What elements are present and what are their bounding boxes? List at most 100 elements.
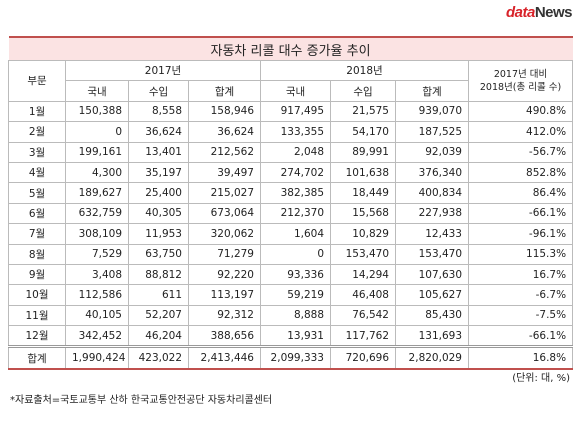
cell-value: 85,430: [395, 304, 469, 327]
row-label: 2월: [8, 121, 66, 143]
cell-value: 36,624: [128, 121, 189, 143]
cell-value: 611: [128, 284, 189, 306]
cell-value: 917,495: [260, 100, 331, 123]
data-row: 8월 7,529 63,750 71,279 0 153,470 153,470 115.3%: [8, 243, 574, 265]
cell-value: 158,946: [188, 100, 261, 123]
cell-value: 308,109: [65, 223, 129, 245]
header-row: 부문 2017년 2018년 2017년 대비 2018년(총 리콜 수): [8, 59, 574, 102]
subheader-cell: 수입: [128, 80, 189, 102]
cell-value: 88,812: [128, 263, 189, 286]
row-label: 8월: [8, 243, 66, 265]
table-body: 자동차 리콜 대수 증가율 추이 부문 2017년 2018년 2017년 대비…: [8, 36, 574, 370]
row-label: 1월: [8, 100, 66, 123]
data-row: 5월 189,627 25,400 215,027 382,385 18,449 400,8…: [8, 182, 574, 204]
cell-value: 423,022: [128, 345, 189, 370]
cell-value: 59,219: [260, 284, 331, 306]
cell-value: 1,990,424: [65, 345, 129, 370]
header-category: 부문: [8, 60, 66, 102]
cell-value: -96.1%: [467, 223, 574, 245]
cell-value: 382,385: [260, 182, 331, 204]
row-label: 합계: [8, 345, 66, 370]
cell-value: -66.1%: [467, 325, 574, 348]
table-title: 자동차 리콜 대수 증가율 추이: [8, 36, 573, 61]
cell-value: 187,525: [395, 121, 469, 143]
header-change-line: 2018년(총 리콜 수): [479, 81, 562, 93]
cell-value: 92,312: [188, 304, 261, 327]
cell-value: -66.1%: [467, 202, 574, 225]
cell-value: 2,820,029: [395, 345, 469, 370]
unit-note: (단위: 대, %): [512, 373, 570, 384]
header-year: 2018년: [260, 59, 469, 82]
subheader-cell: 국내: [260, 80, 331, 102]
cell-value: 8,558: [128, 100, 189, 123]
cell-value: 388,656: [188, 325, 261, 348]
total-row: 합계 1,990,424 423,022 2,413,446 2,099,333 720,…: [8, 345, 574, 370]
cell-value: 215,027: [188, 182, 261, 204]
row-label: 7월: [8, 223, 66, 245]
cell-value: 46,408: [330, 284, 396, 306]
cell-value: 153,470: [330, 243, 396, 265]
cell-value: 4,300: [65, 161, 129, 184]
cell-value: 11,953: [128, 223, 189, 245]
cell-value: 150,388: [65, 100, 129, 123]
cell-value: 632,759: [65, 202, 129, 225]
cell-value: 40,305: [128, 202, 189, 225]
cell-value: 673,064: [188, 202, 261, 225]
subheader-cell: 수입: [330, 80, 396, 102]
cell-value: 35,197: [128, 161, 189, 184]
cell-value: 412.0%: [467, 121, 574, 143]
row-label: 6월: [8, 202, 66, 225]
cell-value: 63,750: [128, 243, 189, 265]
cell-value: 89,991: [330, 141, 396, 163]
cell-value: -7.5%: [467, 304, 574, 327]
cell-value: 12,433: [395, 223, 469, 245]
data-row: 4월 4,300 35,197 39,497 274,702 101,638 376,340…: [8, 161, 574, 184]
data-row: 11월 40,105 52,207 92,312 8,888 76,542 85,430 -7…: [8, 304, 574, 327]
cell-value: 101,638: [330, 161, 396, 184]
row-label: 4월: [8, 161, 66, 184]
row-label: 9월: [8, 263, 66, 286]
cell-value: 13,931: [260, 325, 331, 348]
cell-value: -56.7%: [467, 141, 574, 163]
cell-value: 76,542: [330, 304, 396, 327]
cell-value: 52,207: [128, 304, 189, 327]
data-row: 12월 342,452 46,204 388,656 13,931 117,762 131,…: [8, 325, 574, 348]
cell-value: 3,408: [65, 263, 129, 286]
cell-value: 189,627: [65, 182, 129, 204]
row-label: 5월: [8, 182, 66, 204]
cell-value: 25,400: [128, 182, 189, 204]
cell-value: 2,413,446: [188, 345, 261, 370]
cell-value: 40,105: [65, 304, 129, 327]
cell-value: 46,204: [128, 325, 189, 348]
data-row: 10월 112,586 611 113,197 59,219 46,408 105,627-…: [8, 284, 574, 306]
cell-value: 153,470: [395, 243, 469, 265]
cell-value: 131,693: [395, 325, 469, 348]
data-row: 3월 199,161 13,401 212,562 2,048 89,991 92,039-…: [8, 141, 574, 163]
cell-value: 71,279: [188, 243, 261, 265]
cell-value: 376,340: [395, 161, 469, 184]
cell-value: 939,070: [395, 100, 469, 123]
row-label: 3월: [8, 141, 66, 163]
cell-value: 0: [65, 121, 129, 143]
cell-value: 92,220: [188, 263, 261, 286]
header-year: 2017년: [65, 59, 261, 82]
data-row: 7월 308,109 11,953 320,062 1,604 10,829 12,433-…: [8, 223, 574, 245]
cell-value: 10,829: [330, 223, 396, 245]
cell-value: 8,888: [260, 304, 331, 327]
cell-value: 113,197: [188, 284, 261, 306]
subheader-cell: 국내: [65, 80, 129, 102]
cell-value: 13,401: [128, 141, 189, 163]
cell-value: 274,702: [260, 161, 331, 184]
cell-value: 15,568: [330, 202, 396, 225]
cell-value: 852.8%: [467, 161, 574, 184]
subheader-cell: 합계: [395, 80, 469, 102]
cell-value: 16.7%: [467, 263, 574, 286]
source-note: *자료출처=국토교통부 산하 한국교통안전공단 자동차리콜센터: [10, 395, 273, 406]
cell-value: 320,062: [188, 223, 261, 245]
cell-value: 2,048: [260, 141, 331, 163]
subheader-row: 국내 수입 합계 국내 수입 합계: [9, 80, 573, 102]
cell-value: 105,627: [395, 284, 469, 306]
recall-table: 자동차 리콜 대수 증가율 추이 부문 2017년 2018년 2017년 대비…: [8, 36, 574, 370]
cell-value: 54,170: [330, 121, 396, 143]
